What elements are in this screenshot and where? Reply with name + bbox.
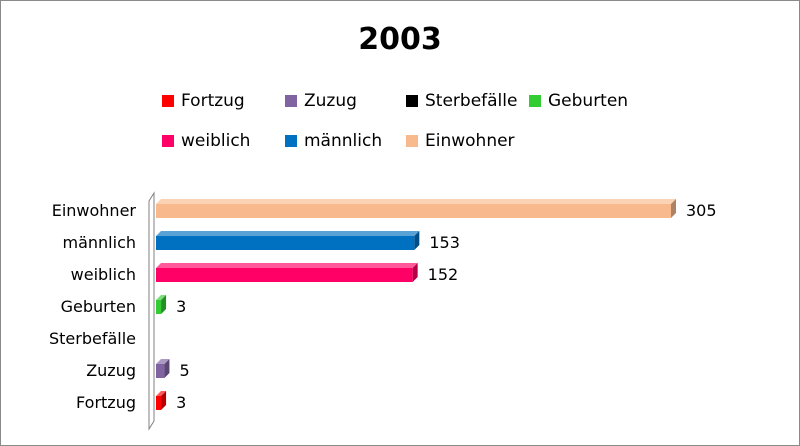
bar-side-geburten (161, 295, 167, 314)
value-label-fortzug: 3 (176, 393, 186, 412)
legend-swatch-maennlich (285, 135, 297, 147)
value-label-zuzug: 5 (179, 361, 189, 380)
legend-item-maennlich: männlich (285, 130, 382, 152)
category-label-sterbef-lle: Sterbefälle (49, 329, 136, 348)
axis-wall (148, 191, 155, 431)
bar-side-m-nnlich (414, 231, 420, 250)
legend-item-zuzug: Zuzug (285, 90, 357, 112)
bar-side-weiblich (412, 263, 418, 282)
bar-top-fortzug (156, 391, 167, 396)
value-label-weiblich: 152 (428, 265, 459, 284)
category-label-geburten: Geburten (61, 297, 136, 316)
legend-swatch-sterbefaelle (406, 95, 418, 107)
value-label-geburten: 3 (176, 297, 186, 316)
category-label-weiblich: weiblich (71, 265, 136, 284)
legend-label-fortzug: Fortzug (181, 91, 245, 111)
bar-fortzug (156, 396, 162, 410)
bar-weiblich (156, 268, 413, 282)
value-label-einwohner: 305 (686, 201, 717, 220)
category-label-fortzug: Fortzug (76, 393, 136, 412)
bar-side-fortzug (161, 391, 167, 410)
legend-item-einwohner: Einwohner (406, 130, 515, 152)
legend-label-weiblich: weiblich (181, 131, 251, 151)
legend-item-geburten: Geburten (529, 90, 628, 112)
category-label-zuzug: Zuzug (86, 361, 136, 380)
legend-label-maennlich: männlich (304, 131, 383, 151)
legend-swatch-fortzug (162, 95, 174, 107)
bar-top-einwohner (156, 199, 676, 204)
bar-einwohner (156, 204, 671, 218)
legend-item-sterbefaelle: Sterbefälle (406, 90, 517, 112)
legend-label-sterbefaelle: Sterbefälle (425, 91, 518, 111)
bar-top-geburten (156, 295, 167, 300)
legend-label-einwohner: Einwohner (425, 131, 515, 151)
bar-geburten (156, 300, 162, 314)
bar-top-zuzug (156, 359, 170, 364)
legend-item-weiblich: weiblich (162, 130, 250, 152)
bar-top-m-nnlich (156, 231, 420, 236)
legend-swatch-einwohner (406, 135, 418, 147)
legend-swatch-weiblich (162, 135, 174, 147)
bar-zuzug (156, 364, 165, 378)
category-label-m-nnlich: männlich (63, 233, 137, 252)
bar-side-zuzug (164, 359, 170, 378)
bar-top-weiblich (156, 263, 418, 268)
value-label-m-nnlich: 153 (429, 233, 460, 252)
legend-label-zuzug: Zuzug (304, 91, 357, 111)
category-label-einwohner: Einwohner (52, 201, 137, 220)
chart-title: 2003 (358, 22, 442, 57)
legend-item-fortzug: Fortzug (162, 90, 245, 112)
legend-swatch-zuzug (285, 95, 297, 107)
legend-label-geburten: Geburten (548, 91, 629, 111)
bar-side-einwohner (671, 199, 676, 218)
legend-swatch-geburten (529, 95, 541, 107)
bar-m-nnlich (156, 236, 415, 250)
